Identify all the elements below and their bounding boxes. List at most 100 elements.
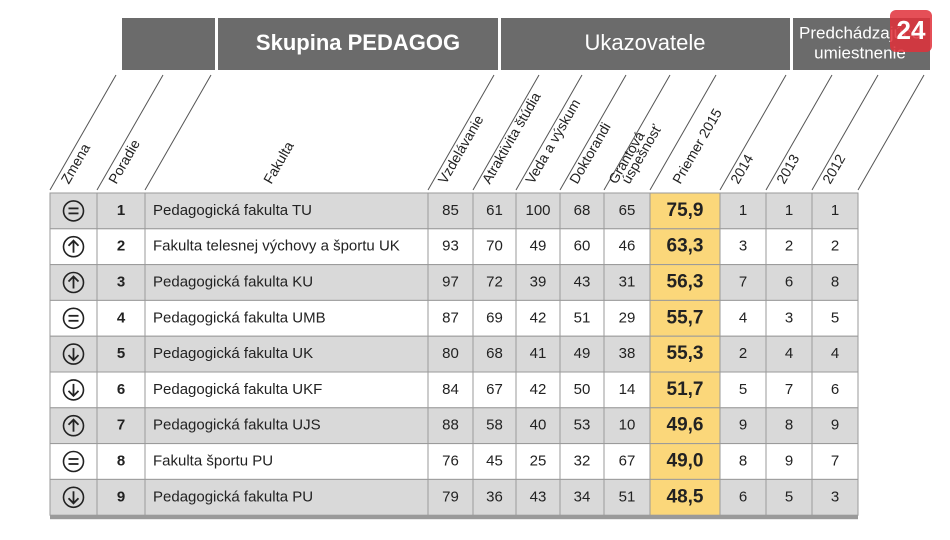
cell-bg <box>811 228 859 266</box>
cell-bg <box>811 371 859 409</box>
score: 38 <box>619 345 636 362</box>
change-icon <box>62 414 85 437</box>
previous-rank: 4 <box>785 345 793 362</box>
header-blank <box>122 18 215 70</box>
faculty: Pedagogická fakulta PU <box>153 488 313 505</box>
change-icon <box>67 354 80 362</box>
score: 67 <box>619 452 636 469</box>
cell-bg <box>765 264 813 301</box>
change-icon <box>62 200 85 222</box>
logo: 24 <box>897 15 926 45</box>
cell-bg <box>603 228 651 266</box>
cell-bg <box>719 335 767 373</box>
score: 51 <box>574 309 591 326</box>
rank: 4 <box>117 309 126 326</box>
score: 36 <box>486 488 503 505</box>
previous-rank: 9 <box>739 417 747 434</box>
score: 72 <box>486 273 503 290</box>
rank: 2 <box>117 238 125 255</box>
cell-bg <box>472 478 517 516</box>
cell-bg <box>144 443 429 480</box>
score: 61 <box>486 202 503 219</box>
cell-bg <box>811 478 859 516</box>
cell-bg <box>96 407 146 445</box>
previous-rank: 1 <box>739 202 747 219</box>
score: 53 <box>574 417 591 434</box>
average: 48,5 <box>667 486 704 507</box>
cell-bg <box>49 192 98 230</box>
header-divider <box>857 74 925 191</box>
score: 29 <box>619 309 636 326</box>
header-divider <box>49 74 117 191</box>
cell-bg <box>49 443 98 480</box>
header-group-box <box>218 18 498 70</box>
score: 68 <box>574 202 591 219</box>
score: 97 <box>442 273 459 290</box>
faculty: Pedagogická fakulta UJS <box>153 417 321 434</box>
cell-bg <box>649 299 721 337</box>
previous-rank: 7 <box>785 381 793 398</box>
average: 63,3 <box>667 236 704 257</box>
score: 84 <box>442 381 459 398</box>
cell-bg <box>96 443 146 480</box>
cell-bg <box>811 299 859 337</box>
rank: 9 <box>117 488 125 505</box>
previous-rank: 7 <box>831 452 839 469</box>
score: 69 <box>486 309 503 326</box>
score: 31 <box>619 273 636 290</box>
cell-bg <box>96 228 146 266</box>
score: 51 <box>619 488 636 505</box>
header-group: Skupina PEDAGOG <box>256 30 460 55</box>
header-divider <box>144 74 212 191</box>
average: 51,7 <box>667 379 704 400</box>
faculty: Fakulta športu PU <box>153 452 273 469</box>
change-icon <box>67 275 80 283</box>
column-header: 2014 <box>727 151 757 186</box>
score: 93 <box>442 238 459 255</box>
change-icon <box>62 271 85 294</box>
previous-rank: 9 <box>831 417 839 434</box>
score: 39 <box>530 273 547 290</box>
cell-bg <box>765 478 813 516</box>
header-indicators-box <box>501 18 790 70</box>
previous-rank: 5 <box>785 488 793 505</box>
cell-bg <box>559 299 605 337</box>
score: 10 <box>619 417 636 434</box>
previous-rank: 8 <box>739 452 747 469</box>
score: 43 <box>530 488 547 505</box>
cell-bg <box>811 407 859 445</box>
change-icon <box>62 343 85 365</box>
column-header: 2013 <box>773 151 803 186</box>
previous-rank: 7 <box>739 273 747 290</box>
previous-rank: 2 <box>831 238 839 255</box>
score: 80 <box>442 345 459 362</box>
column-header: Poradie <box>105 136 143 186</box>
score: 76 <box>442 452 459 469</box>
cell-bg <box>144 299 429 337</box>
previous-rank: 9 <box>785 452 793 469</box>
header-divider <box>649 74 717 191</box>
cell-bg <box>515 192 561 230</box>
cell-bg <box>515 228 561 266</box>
score: 14 <box>619 381 636 398</box>
previous-rank: 3 <box>785 309 793 326</box>
column-header: 2012 <box>819 151 849 186</box>
header-divider <box>603 74 671 191</box>
cell-bg <box>144 371 429 409</box>
cell-bg <box>719 192 767 230</box>
previous-rank: 8 <box>785 417 793 434</box>
rank: 5 <box>117 345 125 362</box>
change-icon <box>62 235 85 258</box>
cell-bg <box>472 407 517 445</box>
cell-bg <box>649 264 721 301</box>
column-header: Zmena <box>57 140 93 186</box>
change-icon <box>62 307 85 330</box>
previous-rank: 6 <box>739 488 747 505</box>
cell-bg <box>515 478 561 516</box>
score: 88 <box>442 417 459 434</box>
previous-rank: 4 <box>739 309 747 326</box>
cell-bg <box>144 192 429 230</box>
header-indicators: Ukazovatele <box>584 30 705 55</box>
score: 41 <box>530 345 547 362</box>
